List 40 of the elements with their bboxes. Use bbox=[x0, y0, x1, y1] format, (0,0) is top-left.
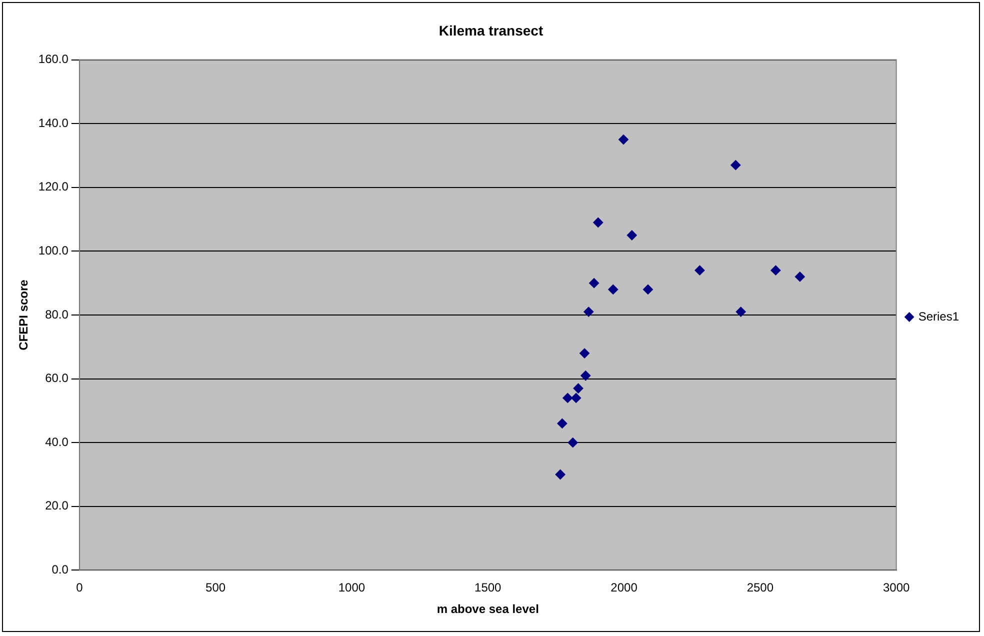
point bbox=[568, 438, 578, 448]
x-tick-label: 1500 bbox=[474, 580, 502, 595]
chart-title: Kilema transect bbox=[438, 22, 544, 38]
y-tick-label: 20.0 bbox=[45, 498, 69, 513]
point bbox=[626, 230, 637, 240]
y-tick-label: 160.0 bbox=[38, 52, 69, 66]
point bbox=[573, 383, 584, 394]
x-tick-label: 3000 bbox=[882, 580, 910, 595]
point bbox=[794, 272, 805, 282]
point bbox=[736, 306, 746, 317]
x-tick-label: 2000 bbox=[610, 580, 638, 595]
y-tick-label: 60.0 bbox=[45, 371, 69, 386]
y-tick-label: 40.0 bbox=[45, 434, 69, 449]
point bbox=[562, 392, 573, 403]
point bbox=[580, 348, 590, 358]
x-tick-label: 2500 bbox=[746, 580, 774, 595]
point bbox=[593, 217, 604, 228]
y-axis-title: CFEPI score bbox=[16, 279, 31, 350]
y-tick-label: 0.0 bbox=[52, 562, 69, 577]
point bbox=[694, 265, 705, 276]
point bbox=[555, 470, 566, 480]
point bbox=[770, 265, 781, 276]
y-tick-label: 140.0 bbox=[38, 116, 69, 130]
point bbox=[618, 134, 628, 145]
point bbox=[730, 160, 741, 170]
x-tick-label: 1000 bbox=[338, 580, 366, 595]
point bbox=[589, 278, 600, 288]
point bbox=[642, 284, 653, 294]
x-tick-label: 500 bbox=[206, 580, 226, 595]
y-tick-label: 100.0 bbox=[38, 244, 69, 258]
y-tick-label: 80.0 bbox=[45, 307, 69, 322]
x-axis-title: m above sea level bbox=[436, 602, 539, 616]
point bbox=[584, 306, 594, 317]
x-tick-label: 0 bbox=[76, 580, 84, 595]
point bbox=[557, 418, 568, 428]
legend-label: Series1 bbox=[918, 309, 960, 324]
point bbox=[580, 370, 591, 381]
y-tick-label: 120.0 bbox=[38, 180, 69, 194]
point bbox=[608, 284, 618, 294]
point bbox=[571, 392, 582, 403]
